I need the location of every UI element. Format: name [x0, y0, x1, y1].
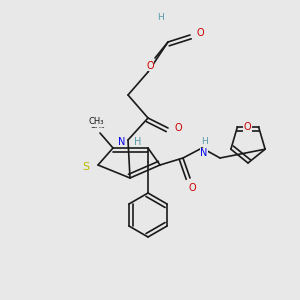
Text: O: O [188, 183, 196, 193]
Text: O: O [196, 28, 204, 38]
Text: H: H [201, 137, 207, 146]
Text: N: N [118, 137, 126, 147]
Text: H: H [157, 14, 164, 22]
Text: H: H [134, 137, 142, 147]
Text: CH₃: CH₃ [89, 121, 105, 130]
Text: S: S [82, 162, 90, 172]
Text: O: O [174, 123, 182, 133]
Text: CH₃: CH₃ [88, 118, 104, 127]
Text: N: N [200, 148, 208, 158]
Text: O: O [244, 122, 251, 132]
Text: O: O [146, 61, 154, 71]
